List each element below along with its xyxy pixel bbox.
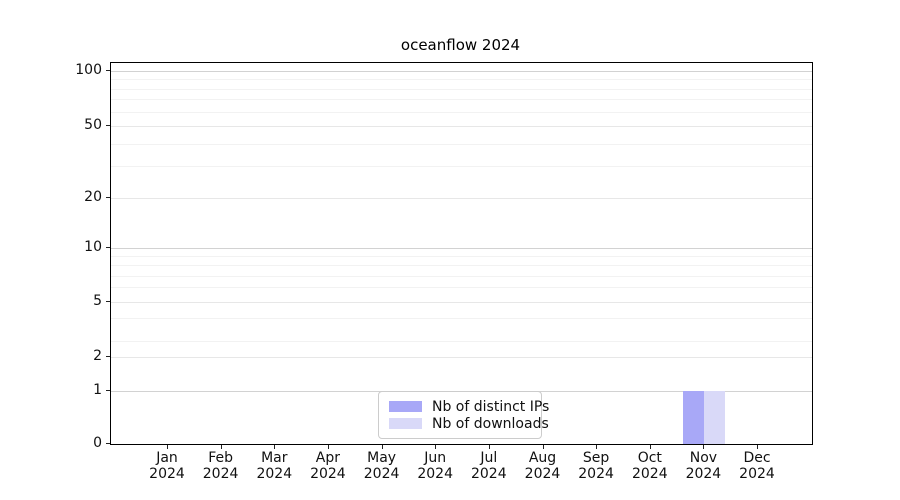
gridline-minor xyxy=(111,166,812,168)
x-axis-tick-label: Mar 2024 xyxy=(256,450,293,482)
y-axis-tick-label: 20 xyxy=(84,189,102,205)
legend-swatch-distinct-ips xyxy=(389,401,422,412)
y-tick-mark xyxy=(106,247,110,248)
gridline-10 xyxy=(111,248,812,249)
x-axis-tick-label: Jul 2024 xyxy=(470,450,507,482)
gridline-50 xyxy=(111,126,812,127)
y-tick-mark xyxy=(106,300,110,302)
chart-title: oceanflow 2024 xyxy=(400,36,521,54)
x-axis-tick-label: Nov 2024 xyxy=(685,450,722,482)
x-axis-tick-label: Jan 2024 xyxy=(149,450,185,482)
x-tick-mark xyxy=(542,445,544,449)
legend-swatch-downloads xyxy=(389,418,422,429)
y-tick-mark xyxy=(106,197,110,198)
gridline-minor xyxy=(111,341,812,342)
x-tick-mark xyxy=(435,445,437,449)
y-axis-tick-label: 100 xyxy=(75,62,102,78)
gridline-minor xyxy=(111,256,812,258)
y-axis-tick-label: 5 xyxy=(93,292,102,309)
legend-item-downloads: Nb of downloads xyxy=(389,415,549,432)
legend-label-distinct-ips: Nb of distinct IPs xyxy=(432,398,550,415)
gridline-minor xyxy=(111,99,812,101)
gridline-5 xyxy=(111,301,812,303)
gridline-minor xyxy=(111,287,812,289)
x-axis-tick-label: Dec 2024 xyxy=(739,450,775,482)
x-axis-tick-label: Aug 2024 xyxy=(524,450,561,482)
x-tick-mark xyxy=(220,445,222,449)
y-tick-mark xyxy=(106,389,110,391)
x-tick-mark xyxy=(596,445,598,449)
x-axis-tick-label: Oct 2024 xyxy=(631,450,668,482)
gridline-2 xyxy=(111,357,812,358)
y-axis-tick-label: 0 xyxy=(93,435,102,451)
x-tick-mark xyxy=(488,445,490,449)
y-tick-mark xyxy=(106,70,110,71)
legend-item-distinct-ips: Nb of distinct IPs xyxy=(389,398,549,415)
y-axis-tick-label: 10 xyxy=(84,239,102,255)
bar-nb-of-downloads xyxy=(704,390,726,444)
x-tick-mark xyxy=(327,445,329,449)
x-axis-tick-label: Jun 2024 xyxy=(417,450,453,482)
legend: Nb of distinct IPs Nb of downloads xyxy=(378,391,549,439)
gridline-minor xyxy=(111,88,812,90)
y-axis-tick-label: 2 xyxy=(93,348,102,364)
gridline-minor xyxy=(111,275,812,277)
x-tick-mark xyxy=(703,445,705,449)
x-tick-mark xyxy=(274,445,276,449)
x-axis-tick-label: Apr 2024 xyxy=(310,450,346,482)
x-tick-mark xyxy=(381,445,383,449)
x-axis-tick-label: Sep 2024 xyxy=(578,450,614,482)
y-axis-tick-label: 50 xyxy=(84,117,102,133)
gridline-minor xyxy=(111,318,812,319)
x-axis-tick-label: May 2024 xyxy=(363,450,400,482)
y-tick-mark xyxy=(106,356,110,357)
y-axis-tick-label: 1 xyxy=(93,381,102,398)
x-tick-mark xyxy=(757,445,758,449)
gridline-minor xyxy=(111,111,812,113)
gridline-20 xyxy=(111,198,812,199)
bar-nb-of-distinct-ips xyxy=(683,390,705,444)
x-axis-tick-label: Feb 2024 xyxy=(202,450,239,482)
legend-label-downloads: Nb of downloads xyxy=(432,415,549,432)
gridline-100 xyxy=(111,71,812,72)
y-tick-mark xyxy=(106,125,110,126)
gridline-minor xyxy=(111,79,812,81)
gridline-minor xyxy=(111,143,812,145)
x-tick-mark xyxy=(649,445,651,449)
x-tick-mark xyxy=(167,445,168,449)
gridline-minor xyxy=(111,265,812,267)
plot-area xyxy=(110,62,813,445)
y-tick-mark xyxy=(106,443,110,444)
